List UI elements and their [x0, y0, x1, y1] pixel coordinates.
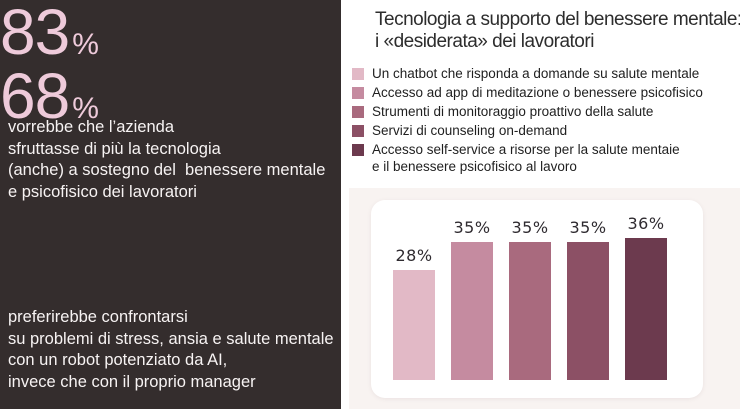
legend-label: Un chatbot che risponda a domande su sal… [372, 66, 700, 81]
bar-rect [393, 270, 435, 380]
legend-item: Accesso ad app di meditazione o benesser… [352, 85, 732, 102]
stat-68-percent-sign: % [72, 92, 99, 125]
stat-83-description: vorrebbe che l’azienda sfruttasse di più… [8, 118, 326, 202]
bar-column: 28% [393, 246, 435, 380]
legend-item: Servizi di counseling on-demand [352, 123, 732, 140]
bar-value-label: 35% [453, 218, 491, 237]
page-title: Tecnologia a supporto del benessere ment… [375, 9, 740, 52]
legend-label: Strumenti di monitoraggio proattivo dell… [372, 104, 654, 119]
bar-value-label: 36% [627, 214, 665, 233]
legend-swatch-icon [352, 125, 364, 137]
bar-column: 35% [509, 218, 551, 380]
bar-rect [625, 238, 667, 380]
legend-label: Servizi di counseling on-demand [372, 123, 568, 138]
stat-68-description: preferirebbe confrontarsi su problemi di… [8, 308, 334, 392]
legend-item: Un chatbot che risponda a domande su sal… [352, 66, 732, 83]
bar-chart: 28% 35% 35% 35% 36% [393, 214, 667, 380]
legend-label: Accesso ad app di meditazione o benesser… [372, 85, 703, 100]
panel-divider [341, 0, 349, 409]
chart-card: 28% 35% 35% 35% 36% [371, 200, 703, 398]
bar-rect [509, 242, 551, 380]
legend-item: Accesso self-service a risorse per la sa… [352, 142, 732, 175]
legend-label: Accesso self-service a risorse per la sa… [372, 142, 680, 174]
bar-rect [451, 242, 493, 380]
legend-item: Strumenti di monitoraggio proattivo dell… [352, 104, 732, 121]
stat-83-number: 83% [0, 0, 341, 64]
bar-value-label: 35% [569, 218, 607, 237]
legend-swatch-icon [352, 144, 364, 156]
bar-column: 35% [451, 218, 493, 380]
bar-value-label: 28% [395, 246, 433, 265]
legend-swatch-icon [352, 68, 364, 80]
bar-rect [567, 242, 609, 380]
bar-column: 35% [567, 218, 609, 380]
left-stats-panel: 83% vorrebbe che l’azienda sfruttasse di… [0, 0, 341, 409]
stat-68-value: 68 [0, 60, 70, 132]
legend-swatch-icon [352, 87, 364, 99]
stat-68-number: 68% [0, 64, 341, 128]
stat-83-percent-sign: % [72, 28, 99, 61]
stat-83-value: 83 [0, 0, 70, 68]
bar-column: 36% [625, 214, 667, 380]
bar-value-label: 35% [511, 218, 549, 237]
legend-swatch-icon [352, 106, 364, 118]
chart-legend: Un chatbot che risponda a domande su sal… [352, 66, 732, 178]
